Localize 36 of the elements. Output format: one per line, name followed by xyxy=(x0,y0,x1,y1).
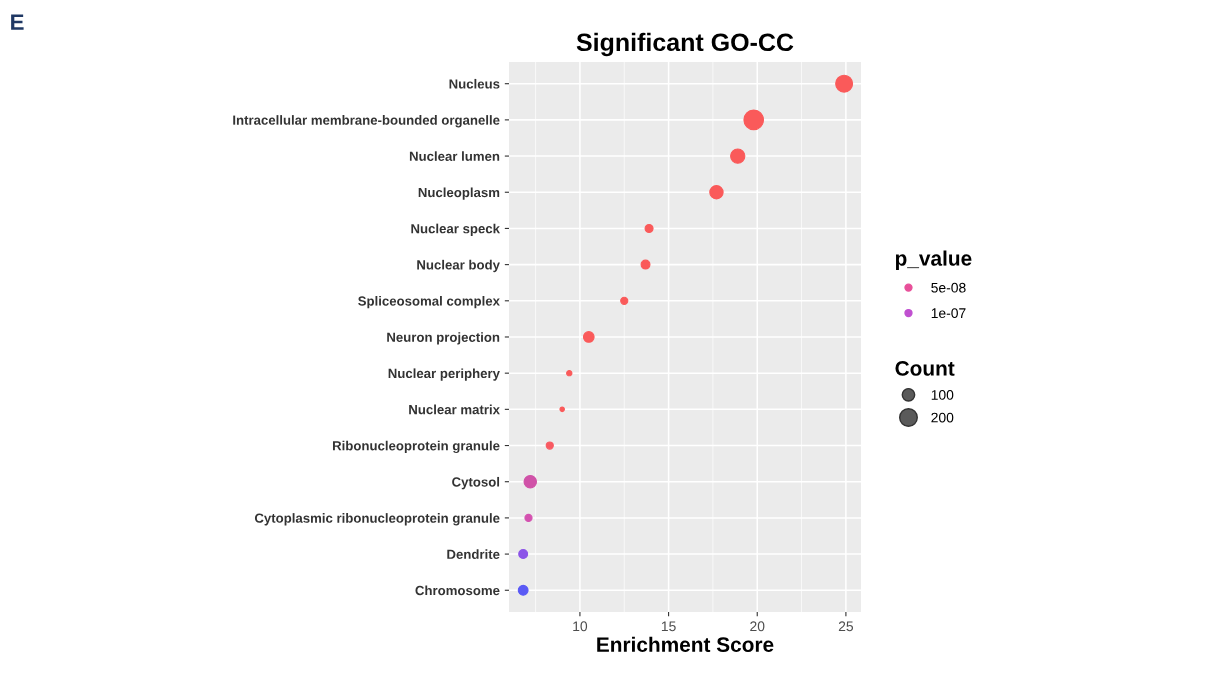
point xyxy=(644,223,654,233)
point xyxy=(518,549,529,560)
y-tick-label: Spliceosomal complex xyxy=(358,296,500,309)
y-tick-label: Nuclear body xyxy=(417,259,500,273)
y-tick-label: Nuclear speck xyxy=(411,223,500,236)
point xyxy=(517,584,529,596)
text: Count xyxy=(895,361,955,376)
x-axis-title: Enrichment Score xyxy=(597,636,774,653)
point xyxy=(524,513,533,523)
y-tick-label: Cytoplasmic ribonucleoprotein granule xyxy=(254,513,500,526)
y-tick-label: Neuron projection xyxy=(387,332,500,345)
y-tick-label: Cytosol xyxy=(452,476,500,490)
x-tick-label: 10 xyxy=(573,621,588,632)
point xyxy=(545,441,554,450)
text: E xyxy=(11,14,24,30)
legend-label: 5e-08 xyxy=(931,282,966,293)
x-tick-label: 15 xyxy=(661,621,676,632)
legend-label: 1e-07 xyxy=(931,308,966,319)
legend-label: 100 xyxy=(931,389,954,400)
y-tick-label: Dendrite xyxy=(447,549,500,559)
y-tick-label: Ribonucleoprotein granule xyxy=(332,440,500,454)
point xyxy=(582,331,595,343)
x-tick-label: 25 xyxy=(838,621,854,632)
y-tick-label: Nuclear periphery xyxy=(388,368,500,381)
y-tick-label: Nuclear lumen xyxy=(409,151,500,161)
chart-title: Significant GO-CC xyxy=(576,32,794,57)
point xyxy=(620,296,629,305)
y-tick-label: Chromosome xyxy=(415,585,500,596)
y-tick-label: Intracellular membrane-bounded organelle xyxy=(233,115,500,128)
point xyxy=(640,259,651,270)
x-tick-label: 20 xyxy=(750,621,765,632)
y-tick-label: Nuclear matrix xyxy=(409,404,500,415)
legend-label: 200 xyxy=(931,412,954,423)
text: p_value xyxy=(895,250,972,270)
y-tick-label: Nucleus xyxy=(449,78,500,89)
y-tick-label: Nucleoplasm xyxy=(418,187,500,200)
